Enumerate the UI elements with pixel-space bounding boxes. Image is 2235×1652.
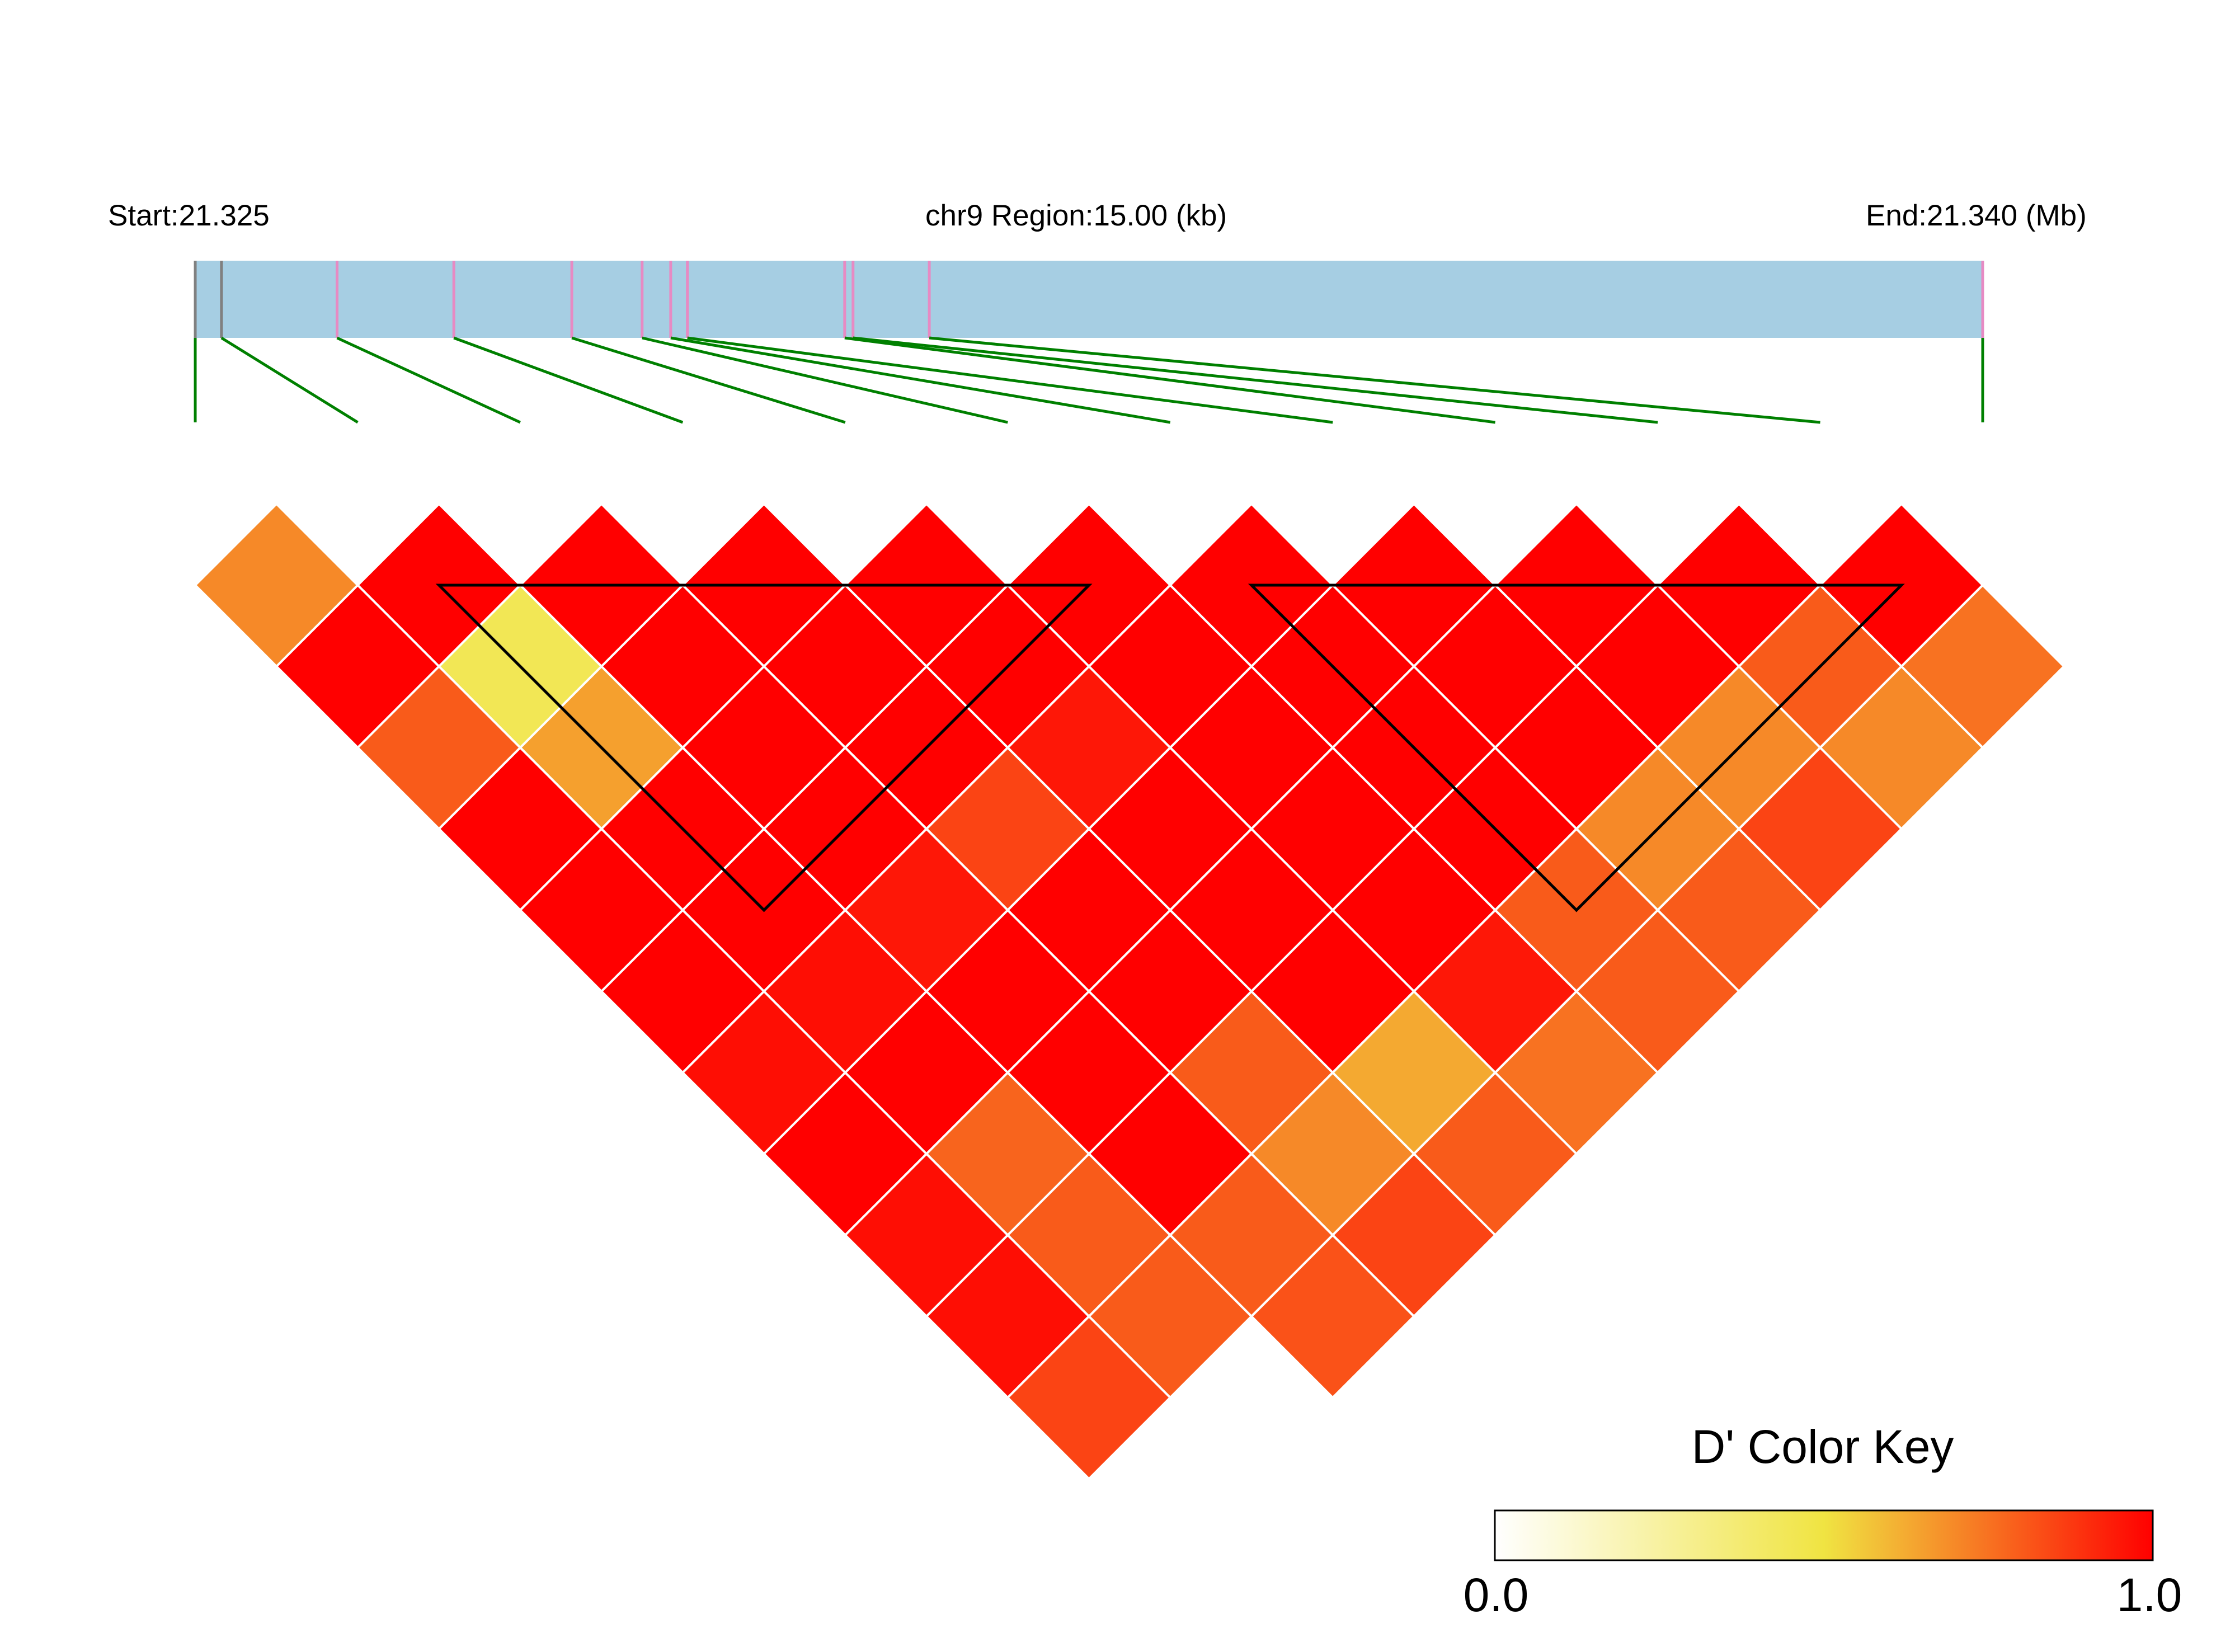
end-label: End:21.340 (Mb) xyxy=(1866,199,2087,232)
ld-cell xyxy=(1250,1233,1416,1400)
region-bar-group xyxy=(194,261,1984,424)
snp-connector-line xyxy=(571,336,846,424)
haplotype-block-outlines xyxy=(435,583,1905,912)
snp-connector-line xyxy=(220,336,359,424)
snp-connector-line xyxy=(336,336,521,424)
snp-connectors xyxy=(194,336,1984,424)
snp-connector-line xyxy=(844,336,1495,424)
region-label: chr9 Region:15.00 (kb) xyxy=(925,199,1227,232)
snp-connector-line xyxy=(453,336,684,424)
color-key-max-label: 1.0 xyxy=(2117,1569,2182,1621)
ld-heatmap-cells xyxy=(194,502,2066,1481)
region-header: Start:21.325 chr9 Region:15.00 (kb) End:… xyxy=(108,199,2087,232)
region-bar xyxy=(195,261,1983,338)
snp-markers xyxy=(194,261,1984,338)
color-key: D' Color Key 0.0 1.0 xyxy=(1464,1420,2182,1621)
color-key-min-label: 0.0 xyxy=(1464,1569,1529,1621)
snp-connector-line xyxy=(642,336,1008,424)
color-key-gradient-bar xyxy=(1494,1509,2154,1561)
snp-connector-line xyxy=(670,336,1171,424)
snp-connector-line xyxy=(929,336,1820,424)
ld-cell xyxy=(1006,1315,1172,1481)
start-label: Start:21.325 xyxy=(108,199,270,232)
color-key-title: D' Color Key xyxy=(1692,1420,1954,1473)
haplotype-block-outline xyxy=(435,583,1093,912)
snp-connector-line xyxy=(853,336,1658,424)
snp-connector-line xyxy=(687,336,1333,424)
haplotype-block-outline xyxy=(1248,583,1905,912)
